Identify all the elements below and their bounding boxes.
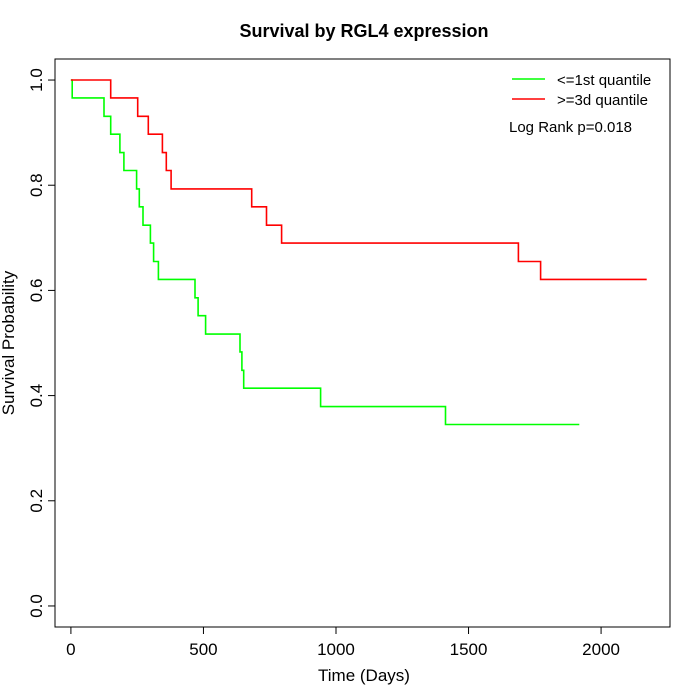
y-tick-label: 0.8 [27,173,46,197]
x-axis-label: Time (Days) [318,666,410,685]
x-tick-label: 1000 [317,640,355,659]
y-axis: 0.0 0.2 0.4 0.6 0.8 1.0 [27,68,55,618]
plot-frame [54,58,671,628]
x-tick-label: 0 [66,640,75,659]
series-line-high-quantile [70,79,647,281]
y-tick-label: 1.0 [27,68,46,92]
y-tick-label: 0.6 [27,279,46,303]
legend-label-high: >=3d quantile [557,92,648,109]
y-tick-label: 0.0 [27,594,46,618]
y-tick-label: 0.4 [27,384,46,408]
x-tick-label: 500 [189,640,217,659]
x-tick-label: 2000 [582,640,620,659]
y-axis-label: Survival Probability [0,270,18,415]
series-line-low-quantile [70,79,580,426]
log-rank-annotation: Log Rank p=0.018 [509,119,632,136]
x-tick-label: 1500 [450,640,488,659]
series-layer [70,79,647,426]
x-axis: 0 500 1000 1500 2000 [66,627,620,659]
legend: <=1st quantile >=3d quantile [512,72,651,109]
y-tick-label: 0.2 [27,489,46,513]
legend-label-low: <=1st quantile [557,72,651,89]
chart-title: Survival by RGL4 expression [239,21,488,41]
